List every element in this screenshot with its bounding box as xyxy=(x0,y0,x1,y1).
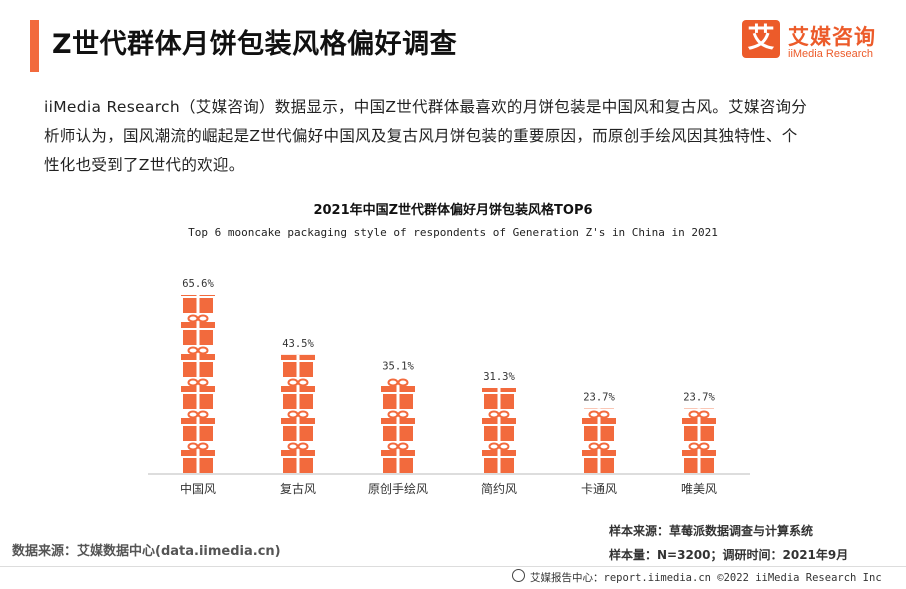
bar-2 xyxy=(281,354,315,473)
logo-mark-icon: 艾 xyxy=(742,20,780,58)
sample-size: 样本量：N=3200；调研时间：2021年9月 xyxy=(609,548,849,562)
category-label: 复古风 xyxy=(280,481,316,496)
category-label: 唯美风 xyxy=(681,482,717,496)
chart-title: 2021年中国Z世代群体偏好月饼包装风格TOP6 xyxy=(313,203,593,218)
bar-4 xyxy=(482,388,516,473)
intro-line: iiMedia Research（艾媒咨询）数据显示，中国Z世代群体最喜欢的月饼… xyxy=(44,98,808,116)
value-label: 35.1% xyxy=(382,361,414,373)
value-label: 65.6% xyxy=(182,278,214,290)
logo-name-cn: 艾媒咨询 xyxy=(788,25,876,49)
data-source: 数据来源：艾媒数据中心(data.iimedia.cn) xyxy=(12,544,281,559)
brand-logo: 艾 艾媒咨询 iiMedia Research xyxy=(742,20,892,70)
bottom-strip xyxy=(0,566,906,589)
intro-line: 析师认为，国风潮流的崛起是Z世代偏好中国风及复古风月饼包装的重要原因，而原创手绘… xyxy=(44,127,798,145)
logo-name-en: iiMedia Research xyxy=(788,48,873,60)
intro-paragraph: iiMedia Research（艾媒咨询）数据显示，中国Z世代群体最喜欢的月饼… xyxy=(44,93,864,180)
value-label: 43.5% xyxy=(282,338,314,350)
category-label: 中国风 xyxy=(180,481,216,496)
bar-1 xyxy=(181,294,215,473)
value-label: 23.7% xyxy=(683,392,715,404)
bottom-credit: 艾媒报告中心：report.iimedia.cn ©2022 iiMedia R… xyxy=(530,572,882,584)
sample-source: 样本来源：草莓派数据调查与计算系统 xyxy=(609,524,814,538)
bar-5 xyxy=(582,408,616,473)
report-center-icon xyxy=(512,569,525,582)
category-label: 卡通风 xyxy=(581,482,617,496)
value-label: 31.3% xyxy=(483,371,515,383)
title-accent-bar xyxy=(30,20,39,72)
category-label: 简约风 xyxy=(481,481,517,496)
page-title: Z世代群体月饼包装风格偏好调查 xyxy=(52,29,458,60)
intro-line: 性化也受到了Z世代的欢迎。 xyxy=(44,156,245,174)
bar-3 xyxy=(381,378,415,473)
bar-6 xyxy=(682,408,716,473)
chart-subtitle: Top 6 mooncake packaging style of respon… xyxy=(188,226,718,239)
category-label: 原创手绘风 xyxy=(368,481,428,496)
value-label: 23.7% xyxy=(583,392,615,404)
